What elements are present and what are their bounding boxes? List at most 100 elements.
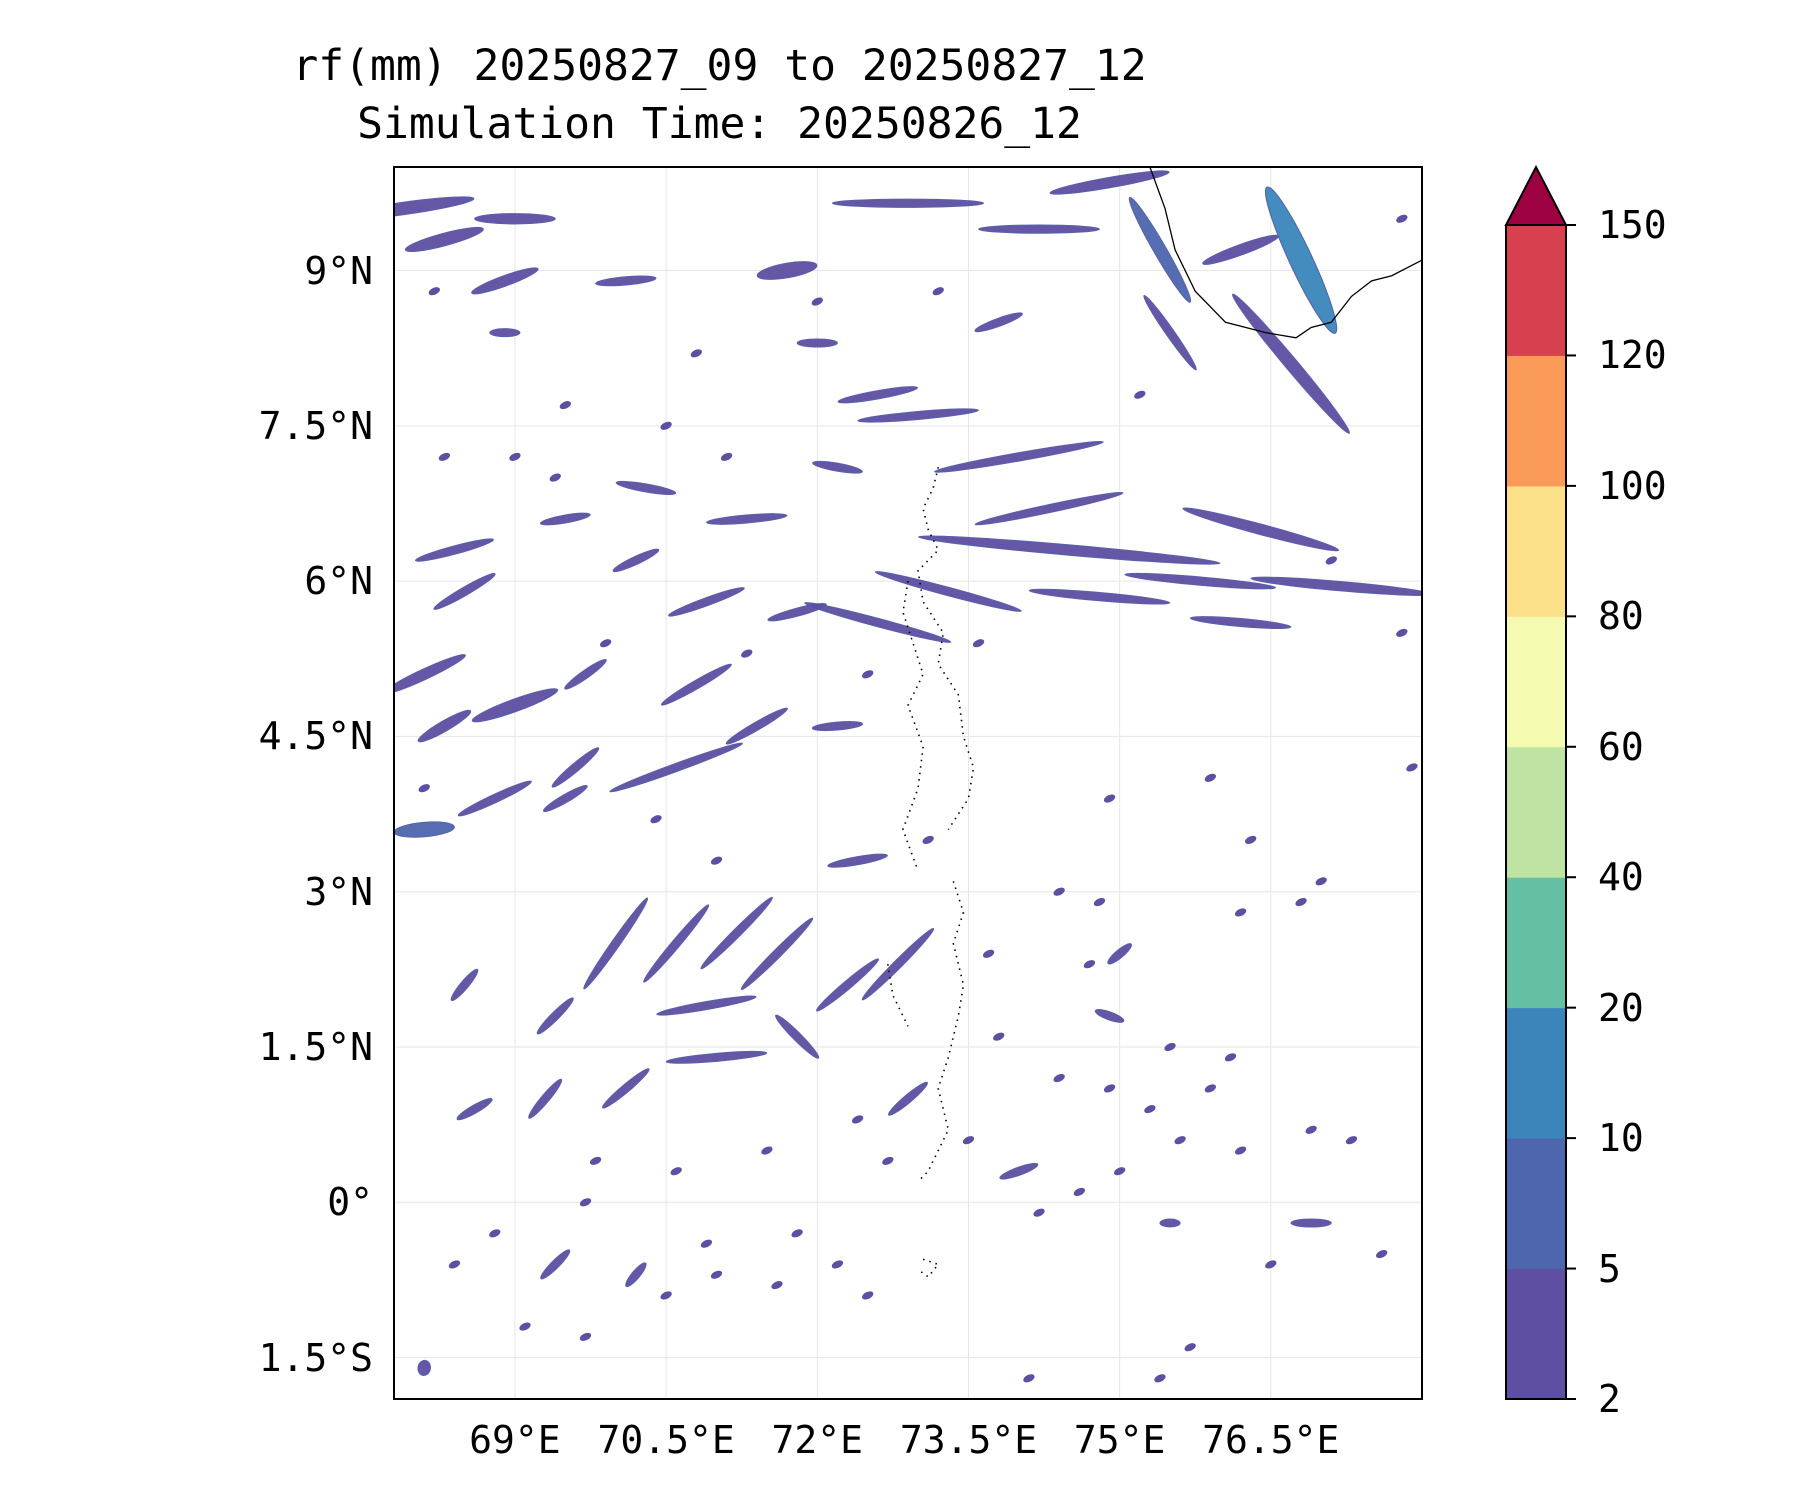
rain-band bbox=[974, 312, 1023, 333]
lat-tick-label: 6°N bbox=[304, 559, 373, 604]
rain-spot bbox=[932, 287, 944, 296]
rain-spot bbox=[1396, 214, 1408, 223]
rain-band bbox=[816, 958, 880, 1012]
rain-spot bbox=[710, 1270, 723, 1279]
rain-spot bbox=[1406, 763, 1418, 772]
colorbar-tick-label: 150 bbox=[1598, 203, 1667, 247]
rain-band bbox=[933, 440, 1104, 473]
colorbar-segment bbox=[1506, 877, 1566, 1009]
rain-spot bbox=[579, 1198, 592, 1207]
rain-spot bbox=[509, 452, 521, 461]
rain-spot bbox=[1144, 1105, 1156, 1114]
rain-band bbox=[1049, 170, 1170, 195]
rain-spot bbox=[589, 1156, 602, 1165]
rain-band bbox=[756, 261, 818, 280]
rain-spot bbox=[670, 1167, 682, 1176]
rain-spot bbox=[1023, 1374, 1035, 1383]
rain-spot bbox=[448, 1260, 461, 1269]
rain-spot bbox=[862, 1291, 874, 1300]
rain-band bbox=[700, 896, 773, 970]
rain-spot bbox=[831, 1260, 844, 1269]
rain-band bbox=[643, 904, 710, 983]
rain-spot bbox=[1184, 1343, 1196, 1352]
rain-band bbox=[415, 538, 494, 562]
rain-band bbox=[456, 1097, 493, 1121]
rain-band bbox=[540, 1249, 571, 1280]
rain-band bbox=[974, 491, 1124, 526]
rain-band bbox=[1231, 293, 1350, 434]
rain-spot bbox=[1053, 1073, 1065, 1083]
rain-spot bbox=[993, 1032, 1005, 1041]
lat-tick-label: 1.5°S bbox=[258, 1335, 373, 1380]
rain-spot bbox=[1053, 887, 1065, 896]
rain-band bbox=[837, 386, 918, 404]
lat-tick-label: 7.5°N bbox=[258, 403, 373, 448]
rain-spot bbox=[700, 1239, 713, 1248]
rain-band bbox=[811, 721, 864, 732]
rain-spot bbox=[1134, 390, 1146, 399]
rain-band bbox=[874, 571, 1022, 612]
rain-spot bbox=[1234, 908, 1247, 917]
rain-band bbox=[1182, 507, 1340, 552]
colorbar-segment bbox=[1506, 485, 1566, 617]
rain-band bbox=[831, 198, 985, 208]
lat-tick-label: 1.5°N bbox=[258, 1025, 373, 1069]
colorbar-tick-label: 100 bbox=[1598, 463, 1667, 508]
rain-spot bbox=[519, 1322, 531, 1331]
rain-spot bbox=[1033, 1208, 1045, 1217]
rain-spot bbox=[851, 1115, 864, 1124]
colorbar-tick-label: 40 bbox=[1598, 855, 1644, 900]
colorbar-tick-label: 20 bbox=[1598, 985, 1644, 1030]
rain-band bbox=[740, 917, 814, 991]
lon-tick-label: 75°E bbox=[1073, 1418, 1166, 1462]
rain-spot bbox=[690, 349, 702, 358]
rain-band bbox=[595, 275, 657, 287]
rain-spot bbox=[962, 1136, 975, 1145]
rain-spot bbox=[1073, 1187, 1085, 1197]
lon-tick-label: 76.5°E bbox=[1202, 1418, 1340, 1462]
island-chain bbox=[917, 881, 965, 1183]
rain-spot bbox=[1396, 628, 1408, 637]
rain-band bbox=[918, 535, 1221, 565]
rain-band bbox=[457, 780, 532, 817]
rain-band bbox=[583, 897, 649, 990]
rain-spot bbox=[1204, 1084, 1216, 1093]
rain-band bbox=[536, 997, 574, 1035]
rain-spot bbox=[1325, 556, 1337, 565]
rain-band bbox=[615, 480, 677, 496]
colorbar-extend-triangle bbox=[1504, 164, 1568, 226]
rain-spot bbox=[1103, 1084, 1116, 1093]
rain-band bbox=[812, 460, 863, 474]
rain-spot bbox=[650, 815, 662, 824]
rain-band bbox=[542, 784, 588, 813]
colorbar-tick-label: 120 bbox=[1598, 333, 1667, 378]
rain-band bbox=[999, 1162, 1039, 1180]
rain-band bbox=[775, 1014, 820, 1059]
rain-band bbox=[417, 1359, 431, 1376]
rain-band bbox=[1189, 616, 1292, 629]
colorbar-tick-label: 80 bbox=[1598, 594, 1644, 639]
rainfall-contours bbox=[394, 170, 1422, 1383]
rain-band bbox=[471, 688, 559, 723]
colorbar-segment bbox=[1506, 746, 1566, 878]
rain-spot bbox=[1245, 835, 1257, 845]
rain-spot bbox=[1154, 1374, 1166, 1383]
lat-tick-label: 4.5°N bbox=[258, 714, 373, 759]
rain-band bbox=[489, 328, 521, 338]
colorbar-tick-label: 5 bbox=[1598, 1246, 1621, 1291]
lon-tick-label: 72°E bbox=[771, 1418, 864, 1462]
rain-band bbox=[1107, 943, 1133, 965]
rain-spot bbox=[1224, 1053, 1237, 1062]
rain-band bbox=[668, 587, 745, 617]
rain-spot bbox=[1265, 1260, 1277, 1269]
island-chain bbox=[902, 580, 924, 872]
rain-band bbox=[471, 267, 539, 295]
rain-spot bbox=[972, 639, 985, 648]
rain-band bbox=[804, 602, 952, 643]
colorbar-segment bbox=[1506, 225, 1566, 356]
rain-spot bbox=[660, 1291, 672, 1300]
rain-spot bbox=[720, 452, 733, 461]
colorbar-frame bbox=[1505, 224, 1567, 1400]
rain-band bbox=[528, 1078, 563, 1119]
rain-spot bbox=[1204, 773, 1216, 782]
